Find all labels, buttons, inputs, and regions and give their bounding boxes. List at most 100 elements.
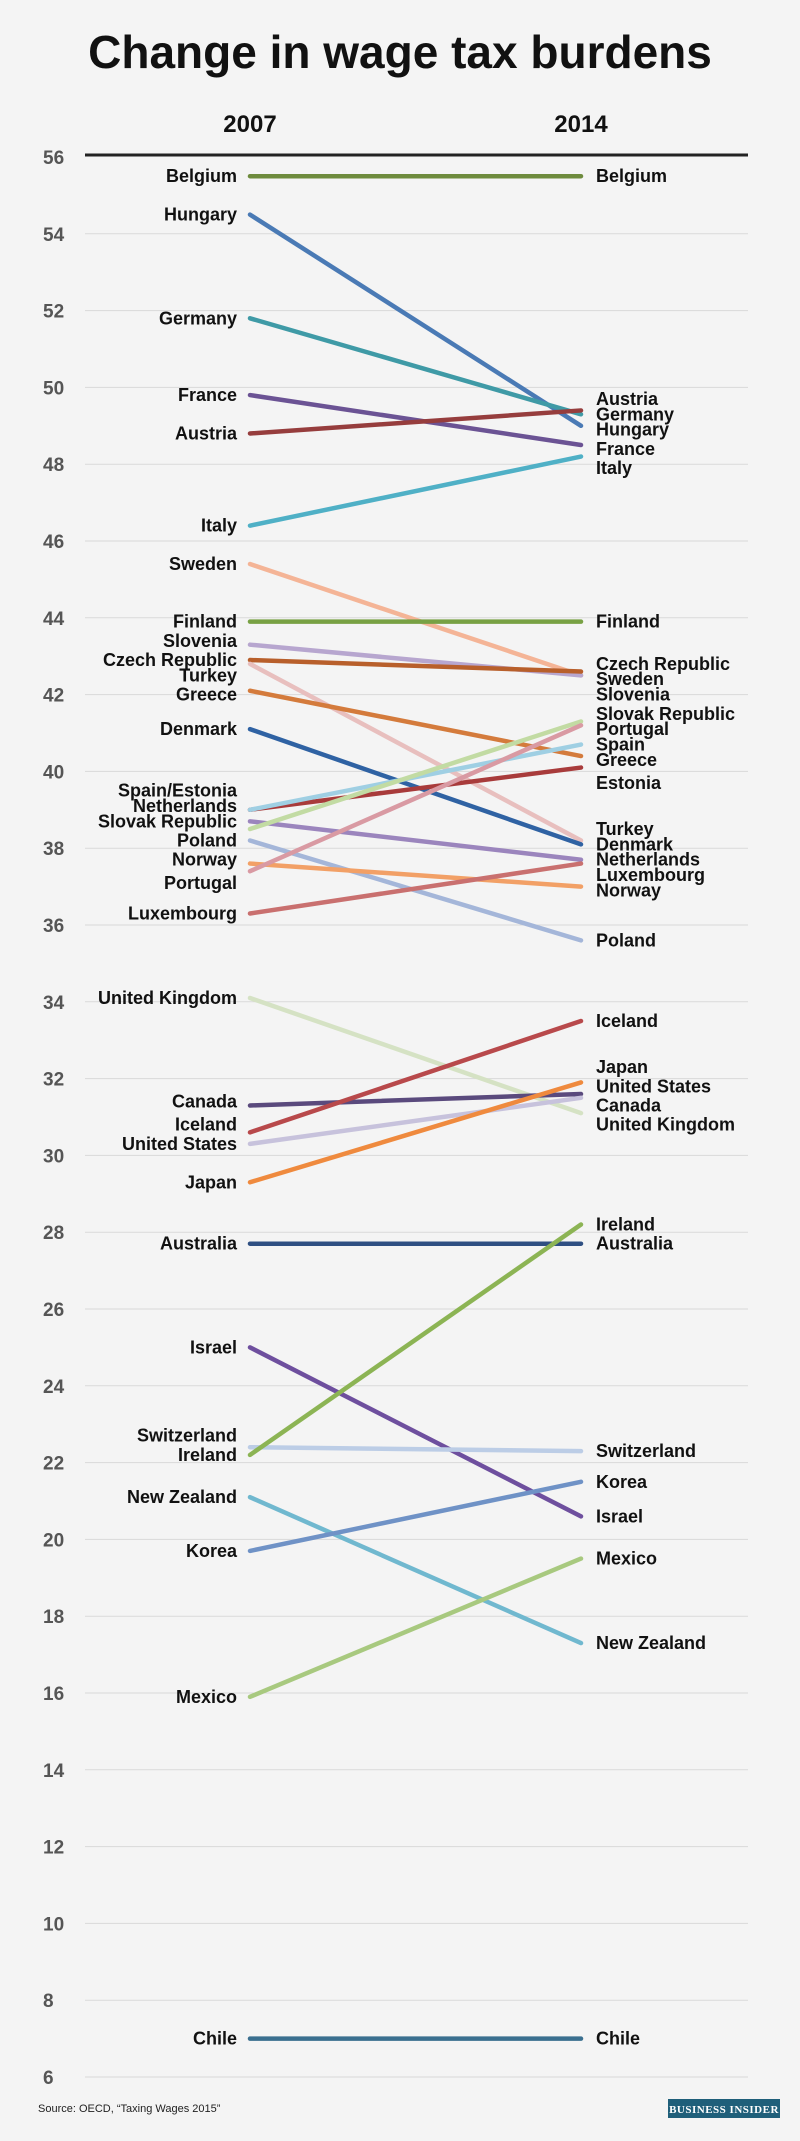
series-line-greece xyxy=(247,688,584,759)
label-2014-portugal: Portugal xyxy=(596,719,669,739)
label-2007-chile: Chile xyxy=(193,2029,237,2049)
label-2014-slovak-republic: Slovak Republic xyxy=(596,704,735,724)
series-line-ireland xyxy=(247,1222,584,1458)
series-line-turkey xyxy=(247,661,584,843)
label-2014-japan: Japan xyxy=(596,1057,648,1077)
y-tick-label: 40 xyxy=(43,762,64,783)
label-2014-norway: Norway xyxy=(596,880,661,900)
y-tick-label: 54 xyxy=(43,225,65,246)
label-2014-czech-republic: Czech Republic xyxy=(596,654,730,674)
label-2014-belgium: Belgium xyxy=(596,166,667,186)
y-tick-label: 56 xyxy=(43,148,64,169)
label-2014-italy: Italy xyxy=(596,458,632,478)
series-line-iceland xyxy=(247,1018,584,1135)
label-2014-mexico: Mexico xyxy=(596,1549,657,1569)
series-line-japan xyxy=(247,1080,584,1185)
label-2007-korea: Korea xyxy=(186,1541,238,1561)
y-tick-label: 16 xyxy=(43,1684,64,1705)
series-line-canada xyxy=(247,1091,584,1108)
label-2014-poland: Poland xyxy=(596,930,656,950)
label-2014-france: France xyxy=(596,439,655,459)
y-tick-label: 10 xyxy=(43,1914,64,1935)
label-2014-luxembourg: Luxembourg xyxy=(596,865,705,885)
label-2007-slovenia: Slovenia xyxy=(163,631,238,651)
label-2007-france: France xyxy=(178,385,237,405)
label-2007-iceland: Iceland xyxy=(175,1115,237,1135)
series-line-germany xyxy=(247,316,584,417)
y-tick-label: 6 xyxy=(43,2068,54,2089)
label-2007-netherlands: Netherlands xyxy=(133,796,237,816)
y-tick-label: 30 xyxy=(43,1146,64,1167)
label-2007-poland: Poland xyxy=(177,831,237,851)
series-line-slovak-republic xyxy=(247,719,584,832)
label-2014-israel: Israel xyxy=(596,1506,643,1526)
series-line-israel xyxy=(247,1345,584,1519)
label-2007-united-states: United States xyxy=(122,1134,237,1154)
y-tick-label: 34 xyxy=(43,993,65,1014)
label-2014-finland: Finland xyxy=(596,612,660,632)
y-tick-label: 22 xyxy=(43,1454,64,1475)
label-2014-germany: Germany xyxy=(596,404,674,424)
y-tick-label: 28 xyxy=(43,1223,64,1244)
series-line-estonia xyxy=(247,765,584,813)
label-2007-portugal: Portugal xyxy=(164,873,237,893)
y-tick-label: 32 xyxy=(43,1070,64,1091)
y-tick-label: 38 xyxy=(43,839,64,860)
label-2007-turkey: Turkey xyxy=(179,665,237,685)
series-line-netherlands xyxy=(247,819,584,862)
y-tick-label: 18 xyxy=(43,1607,64,1628)
label-2014-chile: Chile xyxy=(596,2029,640,2049)
label-2014-austria: Austria xyxy=(596,389,659,409)
y-tick-label: 52 xyxy=(43,302,64,323)
label-2007-spain-estonia: Spain/Estonia xyxy=(118,781,238,801)
label-2014-turkey: Turkey xyxy=(596,819,654,839)
y-tick-label: 48 xyxy=(43,455,64,476)
label-2014-spain: Spain xyxy=(596,735,645,755)
series-line-hungary xyxy=(247,212,584,429)
label-2014-united-kingdom: United Kingdom xyxy=(596,1115,735,1135)
label-2014-new-zealand: New Zealand xyxy=(596,1633,706,1653)
label-2014-switzerland: Switzerland xyxy=(596,1441,696,1461)
label-2007-ireland: Ireland xyxy=(178,1445,237,1465)
label-2014-iceland: Iceland xyxy=(596,1011,658,1031)
label-2014-hungary: Hungary xyxy=(596,420,669,440)
year-label-start: 2007 xyxy=(223,111,276,138)
label-2014-sweden: Sweden xyxy=(596,669,664,689)
label-2014-korea: Korea xyxy=(596,1472,648,1492)
label-2014-ireland: Ireland xyxy=(596,1215,655,1235)
source-note: Source: OECD, “Taxing Wages 2015” xyxy=(38,2103,221,2115)
y-tick-label: 46 xyxy=(43,532,64,553)
label-2014-greece: Greece xyxy=(596,750,657,770)
label-2007-united-kingdom: United Kingdom xyxy=(98,988,237,1008)
label-2007-canada: Canada xyxy=(172,1092,238,1112)
label-2007-norway: Norway xyxy=(172,850,237,870)
series-line-italy xyxy=(247,454,584,528)
label-2007-hungary: Hungary xyxy=(164,205,237,225)
y-tick-label: 50 xyxy=(43,378,64,399)
label-2007-japan: Japan xyxy=(185,1172,237,1192)
label-2007-italy: Italy xyxy=(201,516,237,536)
y-tick-label: 26 xyxy=(43,1300,64,1321)
label-2007-switzerland: Switzerland xyxy=(137,1426,237,1446)
y-tick-label: 14 xyxy=(43,1761,65,1782)
label-2007-mexico: Mexico xyxy=(176,1687,237,1707)
label-2007-new-zealand: New Zealand xyxy=(127,1487,237,1507)
series-line-czech-republic xyxy=(247,657,584,674)
label-2007-austria: Austria xyxy=(175,423,238,443)
label-2014-united-states: United States xyxy=(596,1076,711,1096)
label-2007-finland: Finland xyxy=(173,612,237,632)
year-label-end: 2014 xyxy=(554,111,608,138)
label-2007-germany: Germany xyxy=(159,308,237,328)
label-2007-sweden: Sweden xyxy=(169,554,237,574)
label-2007-czech-republic: Czech Republic xyxy=(103,650,237,670)
y-tick-label: 20 xyxy=(43,1530,64,1551)
label-2014-canada: Canada xyxy=(596,1095,662,1115)
chart-title: Change in wage tax burdens xyxy=(88,26,712,78)
brand-badge xyxy=(668,2099,780,2118)
label-2007-luxembourg: Luxembourg xyxy=(128,903,237,923)
series-line-new-zealand xyxy=(247,1494,584,1646)
label-2007-israel: Israel xyxy=(190,1337,237,1357)
series-line-norway xyxy=(247,861,584,889)
